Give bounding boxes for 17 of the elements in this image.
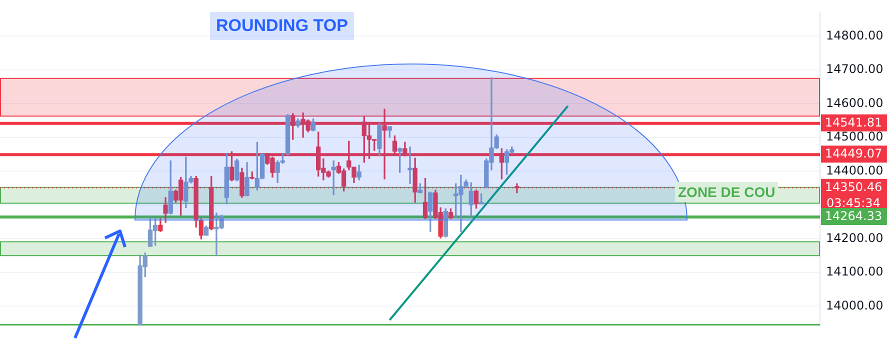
y-tick-label: 14000.00 [826,298,884,312]
ref-line-label: 14449.07 [824,146,882,161]
y-tick-label: 14600.00 [826,96,884,110]
y-tick-label: 14700.00 [826,62,884,76]
annotation: ZONE DE COU [675,182,778,202]
y-tick-label: 14100.00 [826,264,884,279]
y-tick-label: 14500.00 [826,130,884,144]
candlestick [514,183,520,194]
y-tick-label: 14800.00 [826,28,884,42]
y-tick-label: 14400.00 [826,163,884,178]
ref-line-label: 14541.81 [824,115,882,130]
candlestick [408,146,412,184]
chart-title: ROUNDING TOP [210,12,354,40]
ref-line-label: 14350.46 03:45:34 [824,180,882,210]
candlestick [382,108,387,180]
y-tick-label: 14200.00 [826,230,884,245]
ref-line-label: 14264.33 [824,209,882,224]
